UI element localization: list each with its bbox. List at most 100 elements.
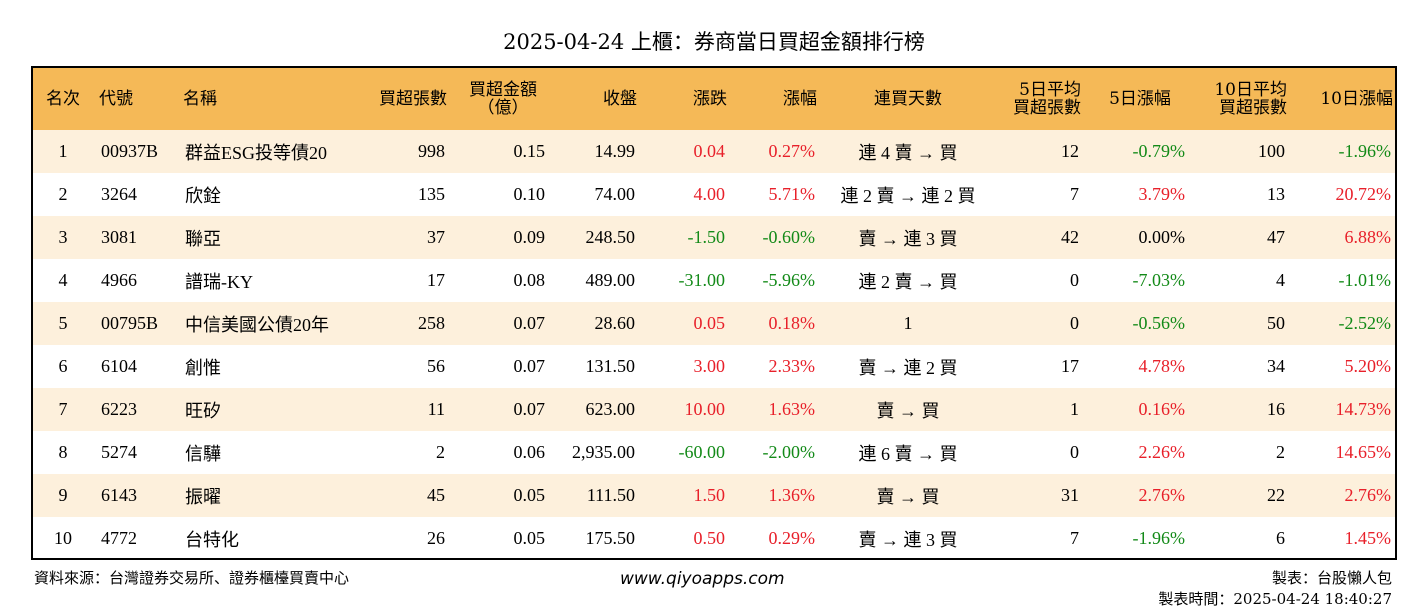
cell-avg10: 2 [1276,442,1285,462]
cell-close: 2,935.00 [572,442,635,462]
cell-pct5: -0.56% [1132,313,1186,333]
cell-pct10: -2.52% [1338,313,1392,333]
cell-close: 248.50 [585,227,636,247]
header-rank: 名次 [46,89,80,109]
cell-avg10: 47 [1267,227,1285,247]
cell-streak: 連 6 賣 → 買 [858,443,958,464]
header-avg5: 5日平均 買超張數 [993,68,1087,130]
cell-net-amount: 0.05 [513,485,546,505]
cell-pct10: 1.45% [1344,528,1392,548]
cell-avg10: 4 [1276,270,1285,290]
cell-rank: 8 [58,442,68,462]
cell-streak: 連 2 賣 → 連 2 買 [840,185,976,206]
cell-code: 3264 [101,184,137,204]
header-net-amount-line1: 買超金額 [469,80,537,100]
cell-change: 0.05 [693,313,726,333]
cell-net-lots: 17 [427,270,445,290]
cell-change: -1.50 [687,227,726,247]
cell-name: 旺矽 [185,400,221,421]
cell-close: 131.50 [585,356,636,376]
cell-net-amount: 0.10 [513,184,546,204]
cell-close: 14.99 [594,141,636,161]
table-body: 1 00937B 群益ESG投等債20 998 0.15 14.99 0.04 … [33,130,1395,558]
cell-close: 74.00 [594,184,636,204]
cell-avg10: 100 [1258,141,1285,161]
cell-net-lots: 56 [427,356,445,376]
cell-code: 4772 [101,528,137,548]
cell-net-amount: 0.06 [513,442,546,462]
cell-change: 10.00 [684,399,726,419]
cell-name: 譜瑞-KY [185,271,253,292]
cell-pct5: 2.26% [1138,442,1186,462]
cell-avg5: 42 [1061,227,1079,247]
cell-pct: 1.36% [768,485,816,505]
header-pct10: 10日漲幅 [1320,89,1393,109]
cell-net-lots: 37 [427,227,445,247]
cell-rank: 1 [58,141,68,161]
cell-streak: 賣 → 連 2 買 [858,357,958,378]
cell-pct10: 2.76% [1344,485,1392,505]
header-net-amount: 買超金額 （億） [453,68,553,130]
cell-net-lots: 11 [427,399,445,419]
cell-pct: 2.33% [768,356,816,376]
cell-pct5: 0.16% [1138,399,1186,419]
header-streak: 連買天數 [874,89,942,109]
ranking-table: 名次 代號 名稱 買超張數 買超金額 （億） 收盤 漲跌 漲幅 連買天數 5日平… [31,66,1397,560]
cell-change: -60.00 [678,442,726,462]
cell-net-lots: 2 [436,442,445,462]
cell-net-lots: 135 [418,184,445,204]
cell-avg10: 6 [1276,528,1285,548]
footer-source: 資料來源：台灣證券交易所、證券櫃檯買賣中心 [34,569,350,587]
table-row: 10 4772 台特化 26 0.05 175.50 0.50 0.29% 賣 … [33,517,1395,558]
cell-net-lots: 998 [418,141,445,161]
table-row: 9 6143 振曜 45 0.05 111.50 1.50 1.36% 賣 → … [33,474,1395,517]
cell-pct5: -0.79% [1132,141,1186,161]
footer-site-link[interactable]: www.qiyoapps.com [620,569,785,589]
cell-rank: 6 [58,356,68,376]
table-row: 2 3264 欣銓 135 0.10 74.00 4.00 5.71% 連 2 … [33,173,1395,216]
header-code: 代號 [99,89,133,109]
cell-avg5: 17 [1061,356,1079,376]
cell-avg5: 0 [1070,313,1079,333]
cell-net-amount: 0.07 [513,399,546,419]
cell-avg10: 22 [1267,485,1285,505]
header-close: 收盤 [603,89,637,109]
cell-net-amount: 0.08 [513,270,546,290]
cell-pct10: 5.20% [1344,356,1392,376]
cell-pct: 0.29% [768,528,816,548]
cell-net-lots: 45 [427,485,445,505]
cell-rank: 3 [58,227,68,247]
cell-pct: 0.18% [768,313,816,333]
page-title: 2025-04-24 上櫃：券商當日買超金額排行榜 [503,30,925,54]
cell-pct: -2.00% [762,442,816,462]
cell-name: 創惟 [185,357,221,378]
cell-change: 4.00 [693,184,726,204]
cell-avg5: 12 [1061,141,1079,161]
header-avg5-line2: 買超張數 [1013,98,1081,118]
cell-pct5: -7.03% [1132,270,1186,290]
header-net-lots: 買超張數 [379,89,447,109]
cell-change: 0.04 [693,141,726,161]
cell-pct5: 0.00% [1138,227,1186,247]
cell-close: 489.00 [585,270,636,290]
cell-code: 00795B [101,313,159,333]
cell-streak: 連 4 賣 → 買 [858,142,958,163]
cell-pct5: 3.79% [1138,184,1186,204]
cell-net-amount: 0.09 [513,227,546,247]
cell-name: 群益ESG投等債20 [185,142,328,163]
cell-net-amount: 0.07 [513,313,546,333]
cell-net-lots: 258 [418,313,445,333]
cell-code: 5274 [101,442,137,462]
cell-name: 欣銓 [185,185,221,206]
table-row: 5 00795B 中信美國公債20年 258 0.07 28.60 0.05 0… [33,302,1395,345]
cell-change: 3.00 [693,356,726,376]
cell-pct5: 4.78% [1138,356,1186,376]
cell-name: 聯亞 [185,228,221,249]
cell-streak: 賣 → 連 3 買 [858,228,958,249]
cell-pct10: 6.88% [1344,227,1392,247]
cell-pct10: 14.65% [1335,442,1392,462]
header-pct5: 5日漲幅 [1109,89,1171,109]
table-row: 6 6104 創惟 56 0.07 131.50 3.00 2.33% 賣 → … [33,345,1395,388]
cell-pct: 5.71% [768,184,816,204]
cell-avg10: 50 [1267,313,1285,333]
